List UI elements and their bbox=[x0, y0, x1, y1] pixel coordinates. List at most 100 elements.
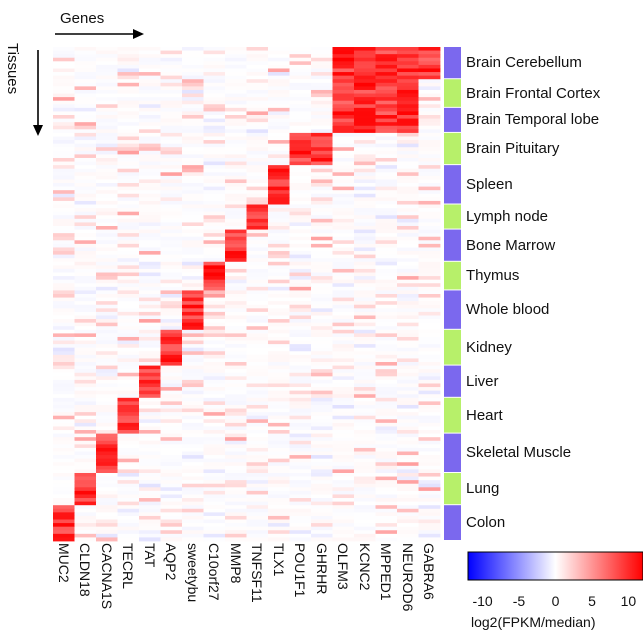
heatmap-cell bbox=[246, 247, 269, 252]
heatmap-cell bbox=[289, 415, 312, 420]
heatmap-cell bbox=[74, 490, 97, 495]
heatmap-cell bbox=[311, 533, 333, 538]
heatmap-cell bbox=[289, 523, 312, 528]
heatmap-cell bbox=[203, 376, 226, 381]
heatmap-cell bbox=[418, 179, 441, 184]
heatmap-cell bbox=[160, 530, 183, 535]
heatmap-cell bbox=[418, 111, 441, 116]
heatmap-cell bbox=[332, 211, 355, 216]
heatmap-cell bbox=[311, 111, 333, 116]
heatmap-cell bbox=[311, 147, 333, 152]
heatmap-cell bbox=[375, 215, 398, 220]
heatmap-cell bbox=[117, 412, 140, 417]
heatmap-cell bbox=[397, 483, 419, 488]
heatmap-cell bbox=[96, 247, 118, 252]
heatmap-cell bbox=[354, 204, 376, 209]
heatmap-cell bbox=[74, 515, 97, 520]
heatmap-cell bbox=[246, 72, 269, 77]
heatmap-cell bbox=[53, 394, 75, 399]
heatmap-cell bbox=[375, 422, 398, 427]
heatmap-cell bbox=[53, 240, 75, 245]
tissue-color-block bbox=[444, 290, 461, 329]
heatmap-cell bbox=[203, 200, 226, 205]
heatmap-cell bbox=[225, 208, 247, 213]
heatmap-cell bbox=[53, 93, 75, 98]
heatmap-cell bbox=[160, 336, 183, 341]
heatmap-cell bbox=[203, 308, 226, 313]
heatmap-cell bbox=[203, 383, 226, 388]
heatmap-cell bbox=[96, 143, 118, 148]
heatmap-cell bbox=[203, 462, 226, 467]
heatmap-cell bbox=[160, 172, 183, 177]
heatmap-cell bbox=[117, 465, 140, 470]
heatmap-cell bbox=[117, 501, 140, 506]
heatmap-cell bbox=[74, 243, 97, 248]
heatmap-cell bbox=[332, 175, 355, 180]
heatmap-cell bbox=[182, 372, 204, 377]
heatmap-cell bbox=[53, 519, 75, 524]
genes-arrow-head bbox=[133, 29, 144, 39]
heatmap-cell bbox=[96, 329, 118, 334]
heatmap-cell bbox=[182, 75, 204, 80]
heatmap-cell bbox=[332, 444, 355, 449]
heatmap-cell bbox=[418, 390, 441, 395]
heatmap-cell bbox=[160, 265, 183, 270]
heatmap-cell bbox=[289, 261, 312, 266]
heatmap-cell bbox=[332, 440, 355, 445]
heatmap-cell bbox=[117, 254, 140, 259]
heatmap-cell bbox=[289, 505, 312, 510]
heatmap-cell bbox=[74, 494, 97, 499]
heatmap-cell bbox=[225, 218, 247, 223]
heatmap-cell bbox=[354, 211, 376, 216]
gene-label: TAT bbox=[141, 543, 158, 568]
heatmap-cell bbox=[203, 254, 226, 259]
heatmap-cell bbox=[332, 204, 355, 209]
heatmap-cell bbox=[311, 311, 333, 316]
heatmap-cell bbox=[96, 340, 118, 345]
heatmap-cell bbox=[74, 225, 97, 230]
heatmap-cell bbox=[160, 204, 183, 209]
heatmap-cell bbox=[182, 508, 204, 513]
heatmap-cell bbox=[311, 243, 333, 248]
heatmap-cell bbox=[225, 115, 247, 119]
heatmap-cell bbox=[418, 526, 441, 531]
heatmap-cell bbox=[246, 197, 269, 202]
heatmap-cell bbox=[418, 261, 441, 266]
heatmap-cell bbox=[289, 165, 312, 170]
heatmap-cell bbox=[182, 326, 204, 331]
heatmap-cell bbox=[375, 247, 398, 252]
heatmap-cell bbox=[225, 129, 247, 134]
heatmap-cell bbox=[53, 233, 75, 238]
heatmap-cell bbox=[246, 272, 269, 277]
heatmap-cell bbox=[311, 404, 333, 409]
heatmap-cell bbox=[418, 247, 441, 252]
heatmap-cell bbox=[96, 487, 118, 492]
heatmap-cell bbox=[139, 365, 161, 370]
heatmap-cell bbox=[160, 211, 183, 216]
heatmap-cell bbox=[311, 104, 333, 109]
heatmap-cell bbox=[182, 530, 204, 535]
heatmap-cell bbox=[332, 394, 355, 399]
heatmap-cell bbox=[203, 161, 226, 166]
heatmap-cell bbox=[311, 68, 333, 73]
heatmap-cell bbox=[225, 526, 247, 531]
heatmap-cell bbox=[418, 208, 441, 213]
heatmap-cell bbox=[311, 394, 333, 399]
heatmap-cell bbox=[53, 54, 75, 59]
heatmap-cell bbox=[332, 326, 355, 331]
heatmap-cell bbox=[375, 268, 398, 273]
heatmap-cell bbox=[160, 168, 183, 173]
heatmap-cell bbox=[268, 61, 290, 66]
heatmap-cell bbox=[289, 283, 312, 288]
heatmap-cell bbox=[246, 465, 269, 470]
heatmap-cell bbox=[311, 304, 333, 309]
heatmap-cell bbox=[375, 537, 398, 542]
heatmap-cell bbox=[53, 469, 75, 474]
heatmap-cell bbox=[160, 462, 183, 467]
heatmap-cell bbox=[117, 276, 140, 281]
heatmap-cell bbox=[354, 132, 376, 137]
heatmap-cell bbox=[225, 247, 247, 252]
heatmap-cell bbox=[332, 129, 355, 134]
heatmap-cell bbox=[332, 61, 355, 66]
heatmap-cell bbox=[117, 229, 140, 234]
